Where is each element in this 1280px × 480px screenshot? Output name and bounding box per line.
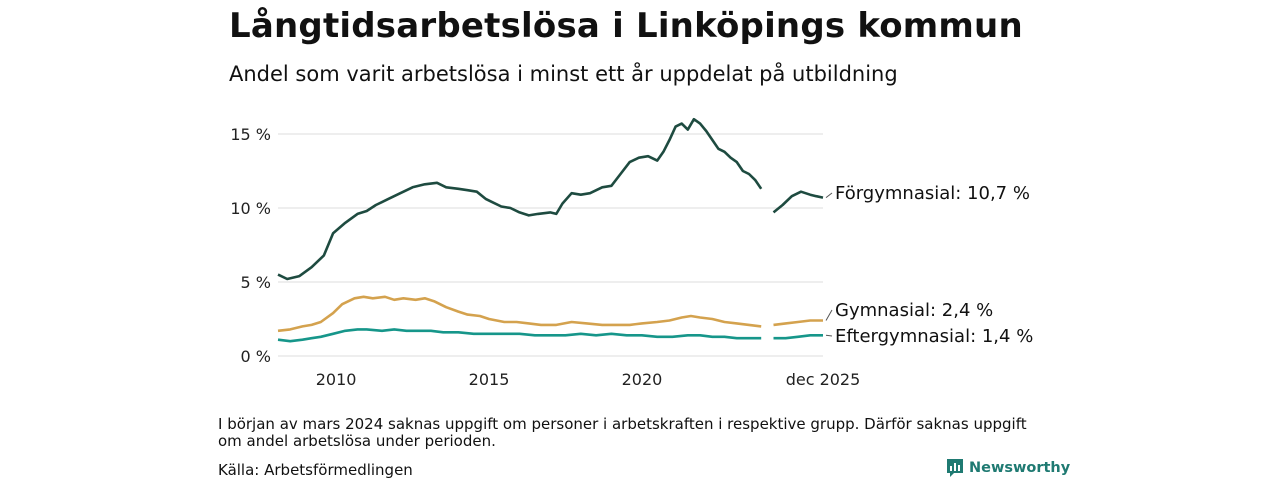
- y-tick-label: 5 %: [241, 273, 271, 292]
- series-line-gymnasial: [277, 295, 762, 333]
- label-connector: [825, 192, 833, 199]
- y-tick-label: 15 %: [230, 125, 271, 144]
- y-axis-ticks: 0 % 5 % 10 % 15 %: [230, 125, 271, 366]
- y-tick-label: 0 %: [241, 347, 271, 366]
- x-tick-label: dec 2025: [786, 370, 861, 389]
- chart-subtitle: Andel som varit arbetslösa i minst ett å…: [229, 62, 898, 86]
- series-end-label: Förgymnasial: 10,7 %: [835, 183, 1030, 204]
- chart-title: Långtidsarbetslösa i Linköpings kommun: [229, 6, 1023, 46]
- label-connector: [825, 309, 833, 321]
- gridlines: [278, 133, 823, 357]
- brand-name: Newsworthy: [969, 460, 1071, 476]
- footnote: I början av mars 2024 saknas uppgift om …: [218, 415, 1027, 450]
- x-tick-label: 2010: [316, 370, 357, 389]
- series-end-label: Eftergymnasial: 1,4 %: [835, 326, 1033, 347]
- source-text: Källa: Arbetsförmedlingen: [218, 461, 413, 479]
- series-end-labels: Förgymnasial: 10,7 % Gymnasial: 2,4 % Efte…: [825, 183, 1033, 347]
- series-line-förgymnasial: [772, 190, 824, 214]
- x-axis-ticks: 2010 2015 2020 dec 2025: [316, 370, 861, 389]
- series-lines: [277, 117, 824, 343]
- newsworthy-logo-icon: [947, 459, 963, 477]
- line-chart: 0 % 5 % 10 % 15 % 2010 2015 2020 dec 2025 Förg…: [230, 117, 1033, 389]
- series-line-eftergymnasial: [277, 328, 762, 343]
- y-tick-label: 10 %: [230, 199, 271, 218]
- series-line-gymnasial: [773, 319, 823, 327]
- x-tick-label: 2015: [469, 370, 510, 389]
- series-line-förgymnasial: [277, 117, 763, 281]
- series-end-label: Gymnasial: 2,4 %: [835, 300, 993, 321]
- x-tick-label: 2020: [622, 370, 663, 389]
- brand-logo[interactable]: Newsworthy: [946, 458, 1070, 478]
- label-connector: [825, 334, 833, 337]
- series-line-eftergymnasial: [773, 334, 823, 340]
